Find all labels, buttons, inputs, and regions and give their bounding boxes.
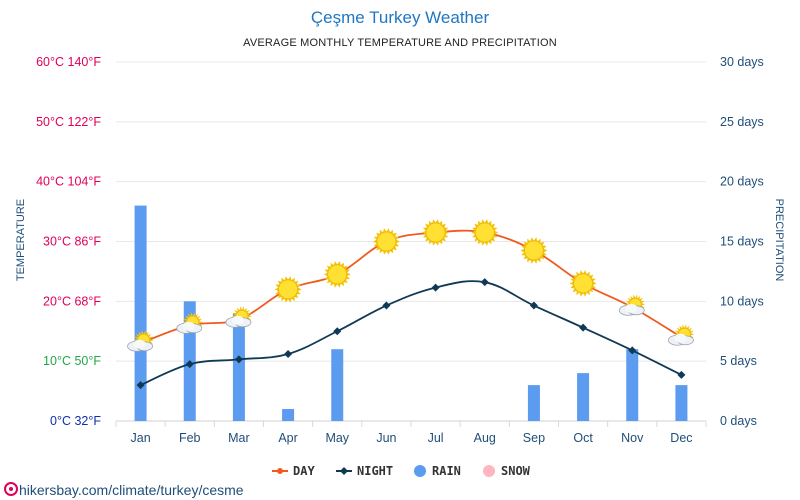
legend-item-day[interactable]: DAY xyxy=(272,464,315,478)
month-label: Apr xyxy=(278,431,297,445)
temperature-lines xyxy=(136,229,686,390)
precipitation-tick-label: 20 days xyxy=(720,175,764,189)
precipitation-tick-label: 10 days xyxy=(720,294,764,308)
legend-label: NIGHT xyxy=(357,464,393,478)
cloud-icon xyxy=(127,339,153,352)
cloud-icon xyxy=(668,333,694,346)
cloud-icon xyxy=(618,303,645,316)
chart-legend: DAY NIGHT RAIN SNOW xyxy=(272,464,531,478)
night-point xyxy=(185,360,194,369)
sun-icon xyxy=(520,237,548,264)
temperature-tick-label: 20°C 68°F xyxy=(43,294,101,308)
cloudy-sun-icon xyxy=(127,330,154,352)
legend-day-marker xyxy=(277,468,283,474)
month-label: Dec xyxy=(670,431,692,445)
sun-icon xyxy=(471,219,499,246)
rain-bar xyxy=(331,349,344,421)
precipitation-tick-label: 0 days xyxy=(720,414,757,428)
temperature-tick-label: 40°C 104°F xyxy=(36,175,101,189)
precipitation-axis-label: PRECIPITATION xyxy=(773,199,785,282)
day-line xyxy=(140,229,682,345)
sun-icon xyxy=(323,261,351,288)
temperature-axis: 0°C 32°F 10°C 50°F 20°C 68°F 30°C 86°F 40°C … xyxy=(36,55,101,428)
rain-bar xyxy=(134,205,147,421)
night-point xyxy=(284,349,293,358)
precipitation-tick-label: 30 days xyxy=(720,55,764,69)
source-url[interactable]: hikersbay.com/climate/turkey/cesme xyxy=(19,482,244,498)
rain-bars xyxy=(134,205,688,421)
weather-icons xyxy=(127,219,695,352)
month-label: Jul xyxy=(428,431,444,445)
month-label: Nov xyxy=(621,431,644,445)
night-point xyxy=(136,381,145,390)
grid-lines xyxy=(116,61,706,422)
night-point xyxy=(382,301,391,310)
month-label: Jan xyxy=(131,431,151,445)
cloudy-sun-icon xyxy=(668,324,695,346)
rain-bar xyxy=(675,385,688,421)
legend-item-night[interactable]: NIGHT xyxy=(336,464,393,478)
cloud-icon xyxy=(176,321,203,334)
legend-label: DAY xyxy=(293,464,315,478)
night-point xyxy=(333,327,342,336)
chart-subtitle: AVERAGE MONTHLY TEMPERATURE AND PRECIPIT… xyxy=(243,37,557,49)
temperature-tick-label: 60°C 140°F xyxy=(36,55,101,69)
night-line xyxy=(140,280,682,386)
cloudy-sun-icon xyxy=(225,306,252,328)
rain-bar xyxy=(527,385,540,421)
legend-label: SNOW xyxy=(501,464,531,478)
legend-item-rain[interactable]: RAIN xyxy=(414,464,461,478)
night-point xyxy=(677,370,686,379)
temperature-tick-label: 50°C 122°F xyxy=(36,115,101,129)
precipitation-tick-label: 5 days xyxy=(720,354,757,368)
legend-rain-swatch xyxy=(414,465,426,477)
precipitation-tick-label: 25 days xyxy=(720,115,764,129)
cloud-icon xyxy=(225,315,252,328)
sun-icon xyxy=(274,276,302,303)
month-label: Sep xyxy=(523,431,545,445)
temperature-tick-label: 0°C 32°F xyxy=(50,414,101,428)
rain-bar xyxy=(232,313,245,421)
rain-bar xyxy=(626,349,639,421)
night-point xyxy=(480,278,489,287)
legend-item-snow[interactable]: SNOW xyxy=(483,464,531,478)
source-link[interactable]: hikersbay.com/climate/turkey/cesme xyxy=(4,482,244,498)
legend-label: RAIN xyxy=(432,464,461,478)
sun-icon xyxy=(569,270,597,297)
night-point xyxy=(431,283,440,292)
location-pin-icon xyxy=(4,482,18,496)
cloudy-sun-icon xyxy=(618,294,646,316)
sun-icon xyxy=(372,228,400,255)
month-label: Mar xyxy=(228,431,250,445)
night-point xyxy=(529,301,538,310)
month-axis: Jan Feb Mar Apr May Jun Jul Aug Sep Oct Nov Dec xyxy=(115,421,707,445)
month-label: Aug xyxy=(474,431,496,445)
legend-night-marker xyxy=(340,467,348,475)
month-label: Oct xyxy=(573,431,593,445)
month-label: Feb xyxy=(179,431,201,445)
sun-icon xyxy=(422,219,450,246)
temperature-axis-label: TEMPERATURE xyxy=(15,199,27,281)
temperature-tick-label: 10°C 50°F xyxy=(43,354,101,368)
legend-snow-swatch xyxy=(483,465,495,477)
temperature-tick-label: 30°C 86°F xyxy=(43,235,101,249)
precipitation-tick-label: 15 days xyxy=(720,235,764,249)
precipitation-axis: 0 days 5 days 10 days 15 days 20 days 25 days… xyxy=(720,55,764,428)
rain-bar xyxy=(282,409,295,421)
night-point xyxy=(234,355,243,364)
cloudy-sun-icon xyxy=(176,312,203,334)
night-point xyxy=(579,323,588,332)
night-point xyxy=(628,346,637,355)
month-label: May xyxy=(325,431,349,445)
rain-bar xyxy=(577,373,590,421)
month-label: Jun xyxy=(376,431,396,445)
chart-title: Çeşme Turkey Weather xyxy=(311,8,490,27)
